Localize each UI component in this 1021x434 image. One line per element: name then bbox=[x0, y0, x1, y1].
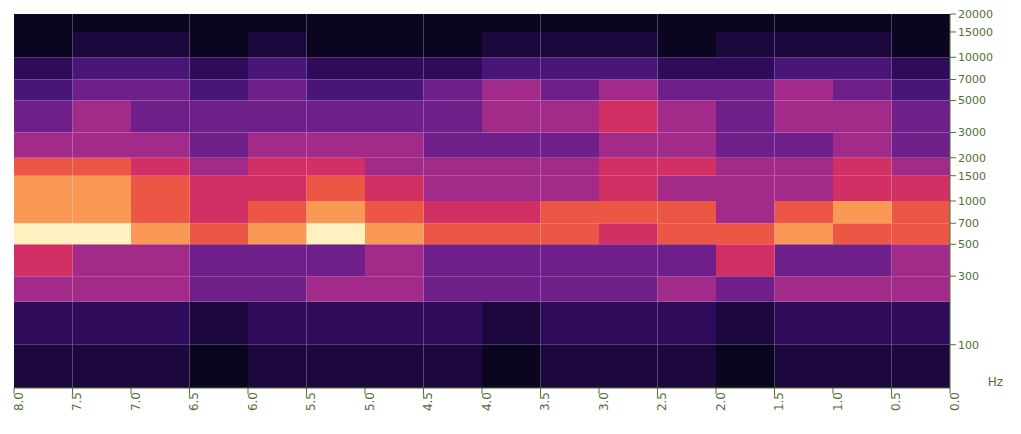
svg-text:700: 700 bbox=[958, 217, 979, 230]
svg-text:20000: 20000 bbox=[958, 8, 993, 21]
svg-text:6.5: 6.5 bbox=[187, 392, 201, 411]
svg-text:1500: 1500 bbox=[958, 170, 986, 183]
svg-text:10000: 10000 bbox=[958, 51, 993, 64]
svg-text:2.0: 2.0 bbox=[714, 392, 728, 411]
svg-text:5000: 5000 bbox=[958, 94, 986, 107]
svg-text:7000: 7000 bbox=[958, 73, 986, 86]
svg-text:0.0: 0.0 bbox=[948, 392, 962, 411]
svg-text:7.5: 7.5 bbox=[70, 392, 84, 411]
svg-text:3.5: 3.5 bbox=[538, 392, 552, 411]
svg-text:15000: 15000 bbox=[958, 26, 993, 39]
svg-text:1000: 1000 bbox=[958, 195, 986, 208]
svg-text:1.0: 1.0 bbox=[831, 392, 845, 411]
svg-text:3.0: 3.0 bbox=[597, 392, 611, 411]
svg-text:6.0: 6.0 bbox=[246, 392, 260, 411]
svg-text:4.5: 4.5 bbox=[421, 392, 435, 411]
svg-text:1.5: 1.5 bbox=[772, 392, 786, 411]
svg-text:0.5: 0.5 bbox=[889, 392, 903, 411]
svg-text:8.0: 8.0 bbox=[12, 392, 26, 411]
svg-text:Hz: Hz bbox=[988, 375, 1003, 389]
svg-text:300: 300 bbox=[958, 270, 979, 283]
svg-text:2000: 2000 bbox=[958, 152, 986, 165]
svg-text:500: 500 bbox=[958, 238, 979, 251]
svg-text:3000: 3000 bbox=[958, 126, 986, 139]
svg-text:5.0: 5.0 bbox=[363, 392, 377, 411]
svg-text:2.5: 2.5 bbox=[655, 392, 669, 411]
svg-text:100: 100 bbox=[958, 339, 979, 352]
svg-text:7.0: 7.0 bbox=[129, 392, 143, 411]
svg-text:4.0: 4.0 bbox=[480, 392, 494, 411]
svg-text:5.5: 5.5 bbox=[304, 392, 318, 411]
